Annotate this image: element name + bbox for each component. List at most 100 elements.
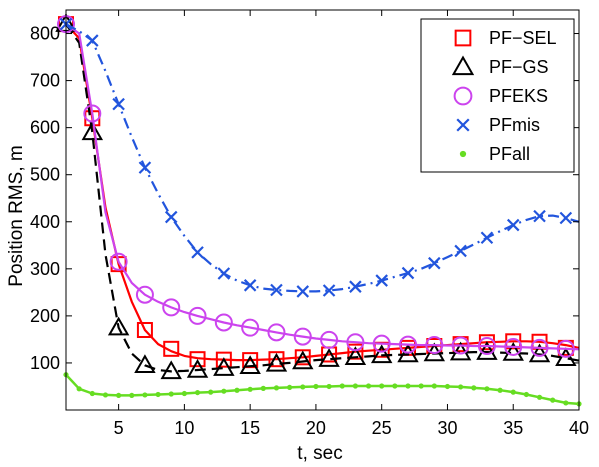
- series-4-point-18: [300, 384, 306, 390]
- series-1-point-9: [292, 350, 314, 370]
- series-3-point-15: [454, 244, 467, 258]
- legend-label-3: PFmis: [489, 115, 540, 135]
- series-2-point-8: [267, 323, 286, 342]
- series-3-point-12: [375, 274, 388, 287]
- series-2-point-17: [504, 337, 523, 356]
- series-4-point-12: [221, 388, 227, 394]
- series-4-point-24: [379, 383, 385, 389]
- series-4-point-28: [431, 383, 437, 389]
- series-4-point-10: [194, 389, 201, 396]
- series-1-point-16: [476, 341, 498, 360]
- legend-item-3: PFmis: [456, 115, 540, 135]
- series-4-point-9: [181, 390, 187, 397]
- series-4-point-30: [458, 384, 464, 390]
- axes-frame: [65, 9, 580, 411]
- series-2: [57, 15, 580, 358]
- series-3-point-6: [217, 267, 231, 280]
- series-4-point-36: [536, 394, 543, 400]
- series-4-point-11: [208, 389, 214, 395]
- legend-label-1: PF−GS: [489, 57, 549, 77]
- series-3-point-9: [296, 285, 310, 298]
- series-3-point-19: [559, 211, 573, 225]
- series-2-point-7: [241, 318, 260, 337]
- legend-item-2: PFEKS: [453, 86, 548, 106]
- y-tick-label-2: 300: [30, 259, 60, 279]
- series-4-point-13: [234, 387, 240, 393]
- x-tick-label-5: 30: [437, 418, 457, 438]
- series-4-point-2: [89, 390, 95, 397]
- series-1-point-12: [370, 344, 393, 364]
- legend-box: [420, 18, 575, 173]
- legend-label-2: PFEKS: [489, 86, 548, 106]
- series-2-point-6: [214, 313, 233, 332]
- series-3-point-10: [322, 284, 336, 297]
- y-axis-title: Position RMS, m: [6, 145, 27, 286]
- series-2-point-15: [451, 336, 470, 355]
- series-3-point-14: [428, 256, 441, 270]
- x-axis-title: t, sec: [297, 443, 342, 464]
- series-2-point-12: [372, 334, 391, 353]
- x-tick-label-1: 10: [174, 418, 194, 438]
- y-tick-label-1: 200: [30, 306, 60, 326]
- x-tick-label-0: 5: [114, 418, 124, 438]
- series-2-point-1: [83, 104, 102, 123]
- series-2-point-9: [293, 327, 312, 346]
- series-1-point-4: [160, 360, 182, 380]
- y-tick-label-7: 800: [30, 24, 60, 44]
- series-2-point-14: [425, 336, 444, 355]
- x-tick-label-4: 25: [372, 418, 392, 438]
- x-tick-label-2: 15: [240, 418, 260, 438]
- series-3-point-13: [401, 266, 415, 280]
- series-1-point-6: [213, 357, 235, 376]
- series-layer: [55, 13, 582, 407]
- series-2-point-2: [109, 252, 128, 271]
- series-3-point-5: [191, 246, 204, 259]
- y-tick-label-3: 400: [30, 212, 60, 232]
- series-4-point-6: [142, 392, 148, 398]
- series-4-point-4: [116, 392, 122, 399]
- series-3-point-11: [349, 280, 362, 293]
- series-1-point-11: [344, 346, 367, 366]
- series-0-point-8: [268, 351, 285, 368]
- series-1-point-1: [81, 121, 104, 141]
- series-4: [63, 372, 582, 407]
- series-4-point-26: [405, 383, 411, 389]
- series-4-point-20: [326, 383, 332, 390]
- series-4-point-22: [352, 383, 358, 389]
- series-0-point-3: [136, 322, 153, 338]
- series-2-point-5: [188, 306, 207, 325]
- series-4-point-16: [273, 385, 280, 391]
- series-3-point-4: [164, 210, 178, 224]
- series-3-point-2: [112, 97, 125, 111]
- series-2-point-3: [135, 285, 154, 304]
- series-line-4: [65, 373, 580, 406]
- series-1-point-19: [555, 347, 577, 366]
- series-3: [59, 17, 580, 298]
- legend-marker-2: [453, 86, 473, 106]
- series-4-point-1: [76, 386, 82, 392]
- legend-item-1: PF−GS: [451, 55, 549, 77]
- legend-item-4: PFall: [459, 144, 530, 164]
- series-3-point-16: [480, 231, 494, 245]
- series-1-point-8: [265, 352, 288, 372]
- series-3-point-8: [270, 283, 283, 297]
- series-4-point-25: [392, 383, 398, 389]
- series-2-point-4: [162, 298, 181, 317]
- series-4-point-37: [550, 397, 556, 403]
- series-4-point-23: [365, 383, 372, 389]
- series-1-point-13: [397, 343, 419, 363]
- series-1-point-2: [107, 316, 130, 336]
- y-tick-label-4: 500: [30, 165, 60, 185]
- series-4-point-5: [129, 392, 135, 399]
- legend-marker-0: [454, 29, 472, 47]
- series-4-point-27: [418, 383, 424, 389]
- y-tick-label-6: 700: [30, 71, 60, 91]
- y-tick-label-5: 600: [30, 118, 60, 138]
- series-3-point-3: [138, 161, 152, 174]
- legend-marker-1: [451, 55, 475, 76]
- series-4-point-33: [497, 387, 503, 393]
- series-0-point-4: [163, 340, 180, 357]
- series-4-point-14: [247, 386, 253, 392]
- series-3-point-18: [533, 209, 546, 223]
